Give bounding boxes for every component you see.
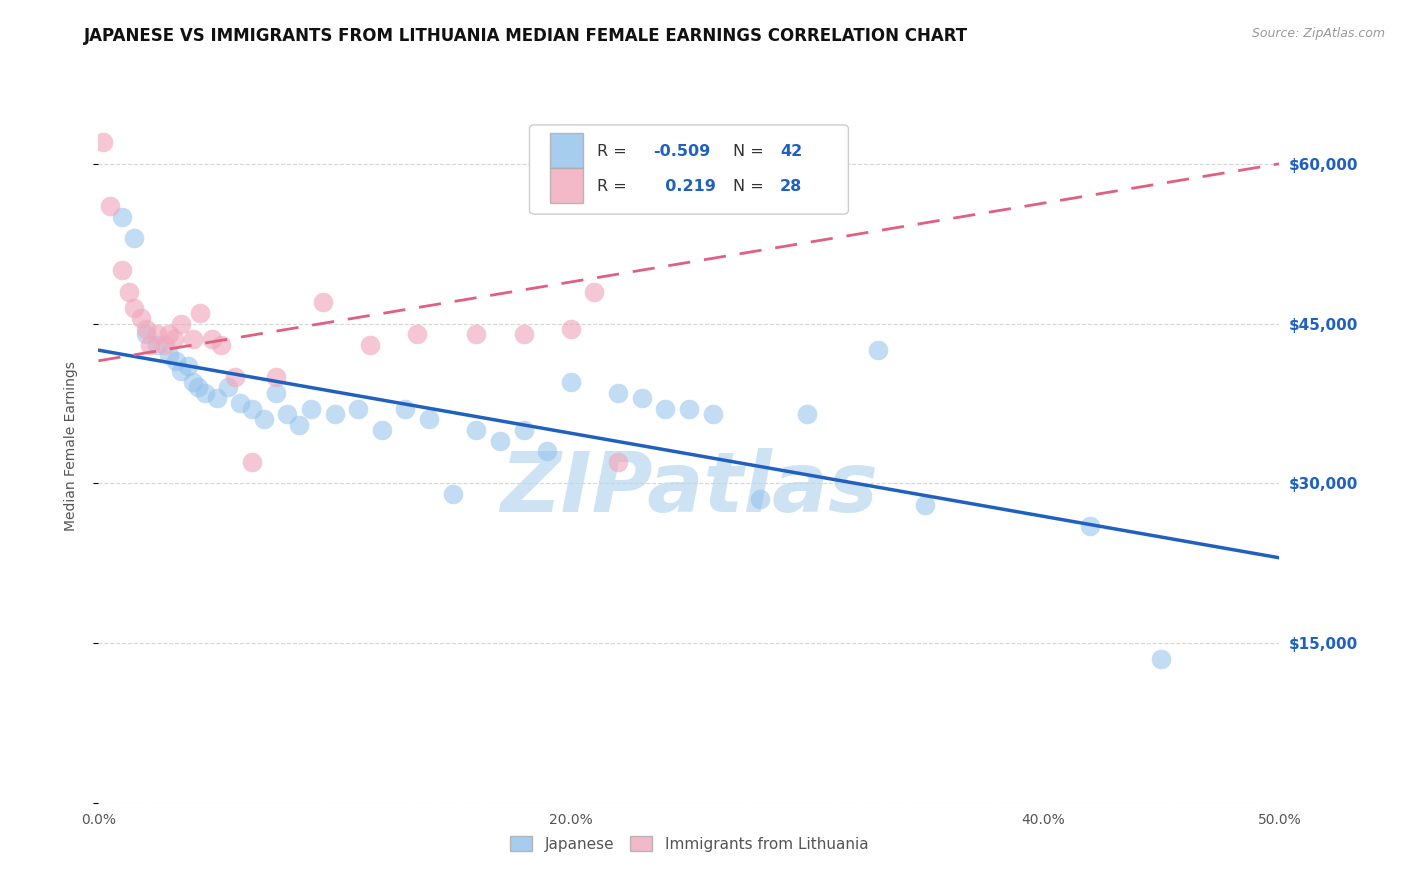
Point [111, 263, 134, 277]
Point [630, 391, 652, 405]
Text: R =: R = [596, 179, 631, 194]
Point [188, 306, 211, 320]
Text: JAPANESE VS IMMIGRANTS FROM LITHUANIA MEDIAN FEMALE EARNINGS CORRELATION CHART: JAPANESE VS IMMIGRANTS FROM LITHUANIA ME… [84, 27, 969, 45]
Point [165, 353, 187, 368]
Point [253, 412, 276, 426]
Text: ZIPatlas: ZIPatlas [501, 449, 877, 529]
Point [129, 311, 152, 326]
Point [187, 380, 209, 394]
Point [489, 434, 512, 448]
Point [748, 492, 770, 507]
Point [146, 327, 169, 342]
Point [181, 375, 204, 389]
Point [157, 327, 180, 342]
Point [118, 285, 141, 299]
Point [135, 327, 157, 342]
Point [583, 285, 606, 299]
Text: Source: ZipAtlas.com: Source: ZipAtlas.com [1251, 27, 1385, 40]
Point [264, 385, 287, 400]
Point [170, 364, 193, 378]
Point [111, 210, 134, 224]
Point [866, 343, 889, 358]
FancyBboxPatch shape [550, 169, 582, 202]
Point [139, 338, 162, 352]
Point [394, 401, 416, 416]
Point [217, 380, 239, 394]
Point [163, 333, 186, 347]
Point [359, 338, 381, 352]
Point [122, 301, 145, 315]
Point [177, 359, 200, 373]
Point [512, 423, 534, 437]
Point [135, 322, 157, 336]
Point [157, 349, 180, 363]
Point [122, 231, 145, 245]
Point [209, 338, 232, 352]
FancyBboxPatch shape [550, 134, 582, 168]
Point [536, 444, 558, 458]
Text: 28: 28 [780, 179, 803, 194]
Text: -0.509: -0.509 [654, 145, 711, 160]
Point [1150, 652, 1173, 666]
Point [678, 401, 700, 416]
Point [560, 375, 582, 389]
Point [170, 317, 193, 331]
Point [201, 333, 224, 347]
Point [512, 327, 534, 342]
Point [240, 455, 263, 469]
Point [914, 498, 936, 512]
Text: 42: 42 [780, 145, 803, 160]
Point [146, 338, 169, 352]
Point [796, 407, 818, 421]
Point [607, 385, 630, 400]
Text: 0.219: 0.219 [654, 179, 716, 194]
Point [264, 369, 287, 384]
Point [418, 412, 440, 426]
Point [465, 327, 488, 342]
Text: R =: R = [596, 145, 631, 160]
FancyBboxPatch shape [530, 125, 848, 214]
Point [181, 333, 204, 347]
Point [347, 401, 370, 416]
Point [299, 401, 322, 416]
Point [406, 327, 429, 342]
Text: N =: N = [733, 145, 769, 160]
Point [205, 391, 228, 405]
Point [224, 369, 246, 384]
Point [441, 487, 464, 501]
Point [560, 322, 582, 336]
Point [654, 401, 676, 416]
Point [240, 401, 263, 416]
Point [465, 423, 488, 437]
Point [276, 407, 298, 421]
Point [312, 295, 335, 310]
Point [323, 407, 346, 421]
Point [371, 423, 394, 437]
Point [288, 417, 311, 432]
Legend: Japanese, Immigrants from Lithuania: Japanese, Immigrants from Lithuania [502, 828, 876, 859]
Point [607, 455, 630, 469]
Point [194, 385, 217, 400]
Point [229, 396, 252, 410]
Point [153, 338, 176, 352]
Point [91, 136, 114, 150]
Text: N =: N = [733, 179, 769, 194]
Point [1080, 519, 1102, 533]
Y-axis label: Median Female Earnings: Median Female Earnings [63, 361, 77, 531]
Point [702, 407, 724, 421]
Point [98, 199, 121, 213]
